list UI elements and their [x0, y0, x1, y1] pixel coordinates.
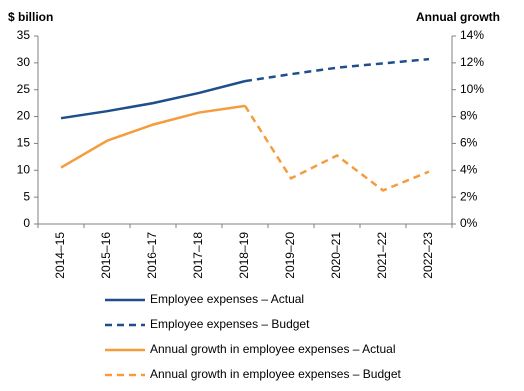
y2-tick-label: 10%	[460, 82, 484, 96]
y2-tick-label: 2%	[460, 189, 478, 203]
x-tick-label: 2021–22	[375, 232, 389, 279]
x-tick-label: 2020–21	[329, 232, 343, 279]
x-tick-label: 2015–16	[99, 232, 113, 279]
x-tick-label: 2014–15	[53, 232, 67, 279]
y-tick-label: 10	[17, 162, 31, 176]
y-tick-label: 5	[23, 189, 30, 203]
x-tick-label: 2016–17	[145, 232, 159, 279]
x-tick-label: 2018–19	[237, 232, 251, 279]
legend-label: Employee expenses – Budget	[150, 317, 310, 331]
series-line	[243, 105, 430, 192]
legend-label: Annual growth in employee expenses – Bud…	[150, 367, 402, 381]
y-tick-label: 15	[17, 136, 31, 150]
y2-tick-label: 6%	[460, 136, 478, 150]
x-tick-label: 2022–23	[421, 232, 435, 279]
y-tick-label: 20	[17, 109, 31, 123]
legend-label: Employee expenses – Actual	[150, 292, 304, 306]
legend-label: Annual growth in employee expenses – Act…	[150, 342, 396, 356]
y2-tick-label: 0%	[460, 216, 478, 230]
y2-axis-label: Annual growth	[416, 10, 500, 24]
y2-tick-label: 12%	[460, 55, 484, 69]
y-tick-label: 0	[23, 216, 30, 230]
series-line	[244, 57, 430, 83]
x-tick-label: 2019–20	[283, 232, 297, 279]
y2-tick-label: 4%	[460, 162, 478, 176]
series-line	[60, 79, 246, 120]
y2-tick-label: 14%	[460, 28, 484, 42]
y-tick-label: 35	[17, 28, 31, 42]
y-tick-label: 30	[17, 55, 31, 69]
series-line	[60, 104, 246, 169]
x-tick-label: 2017–18	[191, 232, 205, 279]
y-tick-label: 25	[17, 82, 31, 96]
y-axis-label: $ billion	[8, 10, 53, 24]
y2-tick-label: 8%	[460, 109, 478, 123]
